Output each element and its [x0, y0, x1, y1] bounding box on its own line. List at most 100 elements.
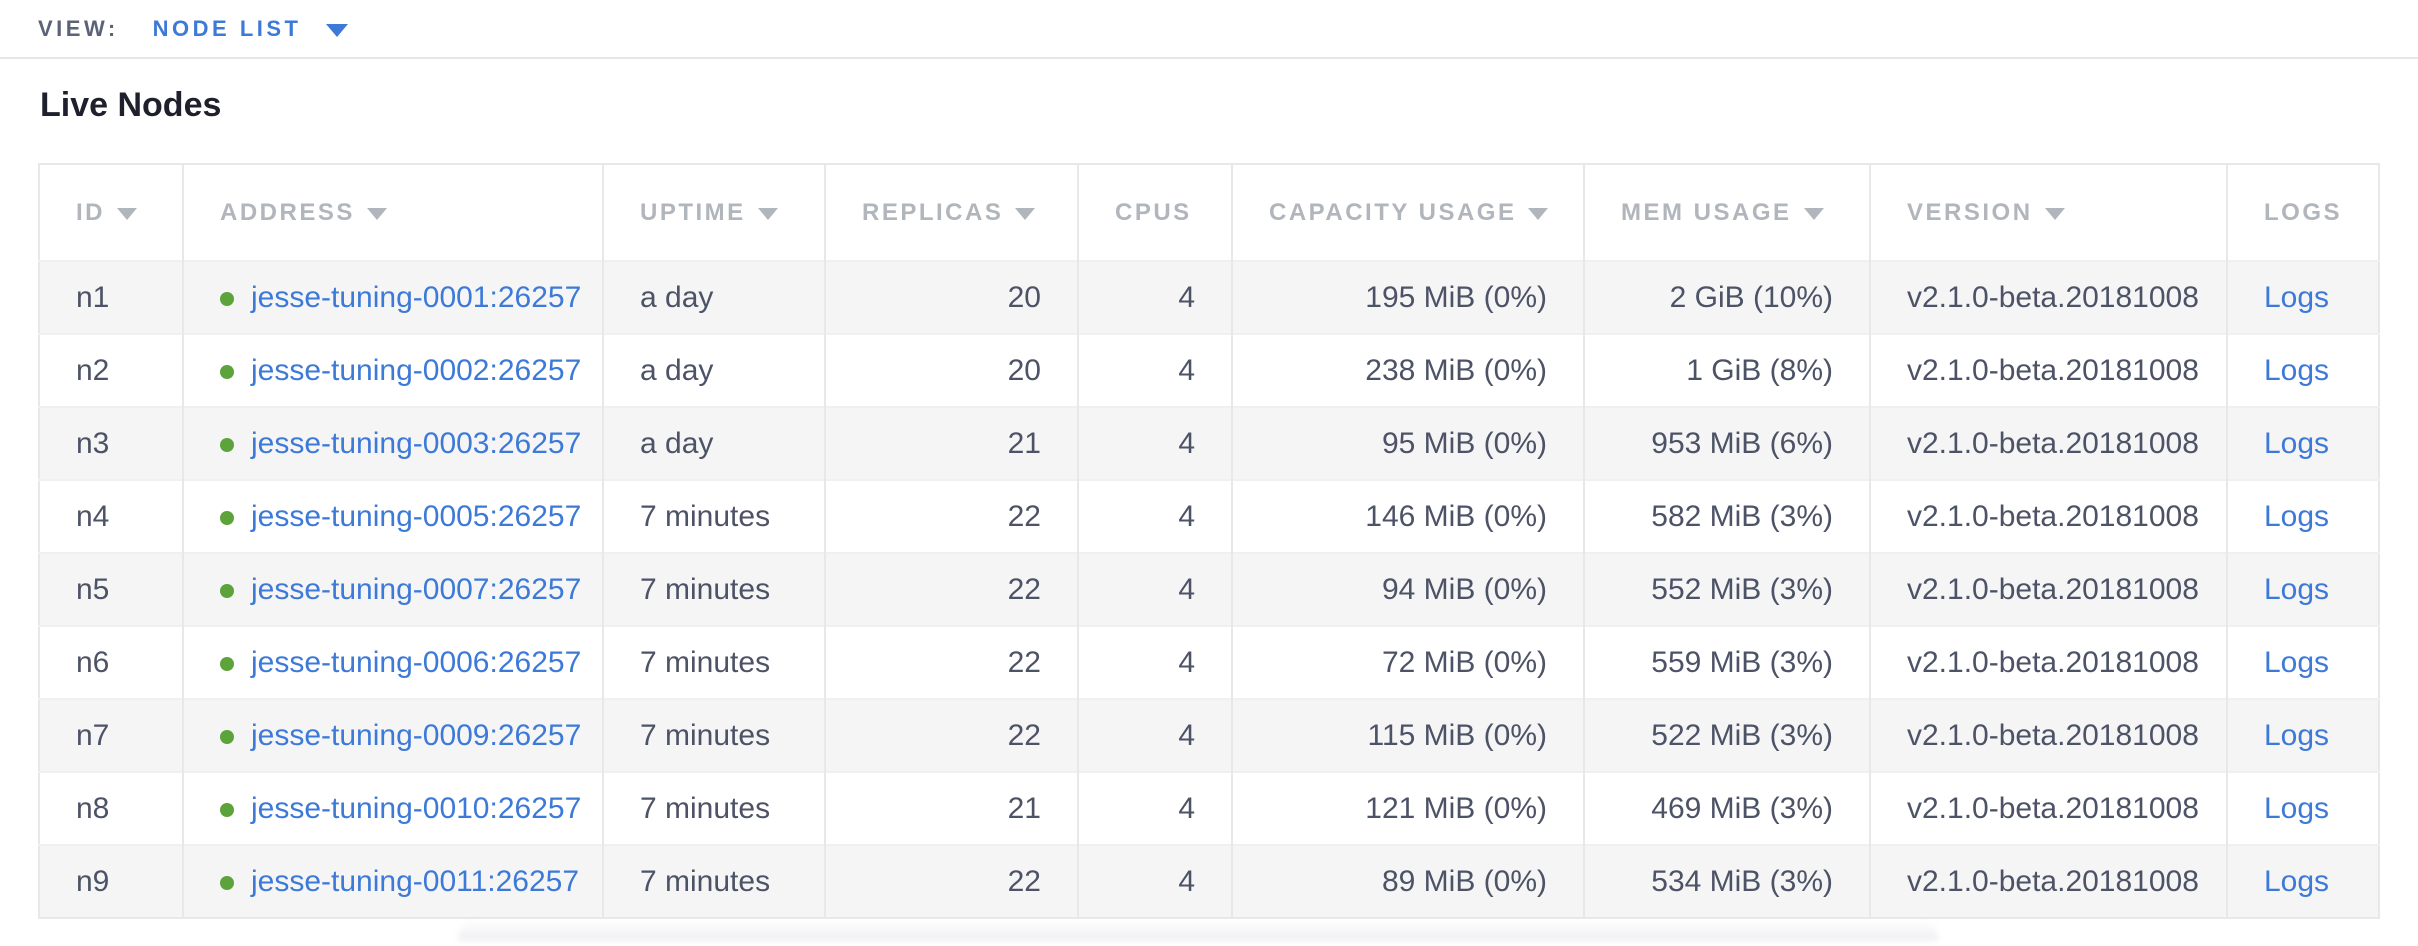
column-header-capacity[interactable]: CAPACITY USAGE [1231, 164, 1584, 261]
bottom-shadow [458, 920, 1938, 941]
cell-address: jesse-tuning-0005:26257 [182, 479, 603, 553]
cell-cpus: 4 [1077, 552, 1232, 626]
column-label: UPTIME [640, 198, 746, 226]
cell-version: v2.1.0-beta.20181008 [1869, 844, 2227, 918]
cell-replicas: 22 [824, 479, 1078, 553]
cell-logs: Logs [2226, 333, 2379, 407]
cell-capacity: 238 MiB (0%) [1231, 333, 1584, 407]
cell-uptime: a day [602, 333, 825, 407]
column-label: VERSION [1907, 198, 2033, 226]
column-label: LOGS [2264, 198, 2343, 226]
cell-id: n8 [39, 771, 183, 845]
cell-logs: Logs [2226, 844, 2379, 918]
node-status-icon [220, 802, 234, 817]
cell-version: v2.1.0-beta.20181008 [1869, 625, 2227, 699]
node-status-icon [220, 364, 234, 379]
cell-mem: 2 GiB (10%) [1583, 260, 1870, 334]
logs-link[interactable]: Logs [2264, 645, 2330, 679]
sort-descending-icon [1803, 207, 1824, 220]
logs-link[interactable]: Logs [2264, 426, 2330, 460]
cell-version: v2.1.0-beta.20181008 [1869, 698, 2227, 772]
cell-replicas: 20 [824, 333, 1078, 407]
cell-id: n3 [39, 406, 183, 480]
cell-id: n6 [39, 625, 183, 699]
cell-uptime: a day [602, 260, 825, 334]
node-address-link[interactable]: jesse-tuning-0011:26257 [251, 864, 580, 898]
column-label: ADDRESS [220, 198, 355, 226]
column-header-id[interactable]: ID [39, 164, 183, 261]
sort-descending-icon [757, 207, 778, 220]
node-address-link[interactable]: jesse-tuning-0010:26257 [251, 791, 582, 825]
column-header-cpus: CPUS [1077, 164, 1232, 261]
node-status-icon [220, 583, 234, 598]
column-header-replicas[interactable]: REPLICAS [824, 164, 1078, 261]
logs-link[interactable]: Logs [2264, 353, 2330, 387]
column-label: CPUS [1115, 198, 1192, 226]
cell-address: jesse-tuning-0002:26257 [182, 333, 603, 407]
cell-logs: Logs [2226, 771, 2379, 845]
table-row-n5: n5 jesse-tuning-0007:26257 7 minutes 22 4 94 … [39, 552, 2379, 626]
logs-link[interactable]: Logs [2264, 718, 2330, 752]
cell-address: jesse-tuning-0001:26257 [182, 260, 603, 334]
cell-uptime: 7 minutes [602, 771, 825, 845]
cell-id: n7 [39, 698, 183, 772]
sort-descending-icon [1015, 207, 1036, 220]
logs-link[interactable]: Logs [2264, 791, 2330, 825]
logs-link[interactable]: Logs [2264, 864, 2330, 898]
cell-logs: Logs [2226, 552, 2379, 626]
cell-version: v2.1.0-beta.20181008 [1869, 406, 2227, 480]
column-header-address[interactable]: ADDRESS [182, 164, 603, 261]
cell-replicas: 22 [824, 625, 1078, 699]
column-header-uptime[interactable]: UPTIME [602, 164, 825, 261]
sort-descending-icon [1528, 207, 1549, 220]
cell-logs: Logs [2226, 625, 2379, 699]
cell-capacity: 195 MiB (0%) [1231, 260, 1584, 334]
column-header-mem[interactable]: MEM USAGE [1583, 164, 1870, 261]
node-address-link[interactable]: jesse-tuning-0001:26257 [251, 280, 582, 314]
cell-capacity: 72 MiB (0%) [1231, 625, 1584, 699]
cell-id: n4 [39, 479, 183, 553]
cell-replicas: 21 [824, 771, 1078, 845]
cell-version: v2.1.0-beta.20181008 [1869, 479, 2227, 553]
logs-link[interactable]: Logs [2264, 499, 2330, 533]
cell-mem: 1 GiB (8%) [1583, 333, 1870, 407]
node-status-icon [220, 291, 234, 306]
cell-replicas: 22 [824, 552, 1078, 626]
node-address-link[interactable]: jesse-tuning-0005:26257 [251, 499, 582, 533]
cell-logs: Logs [2226, 406, 2379, 480]
column-label: CAPACITY USAGE [1269, 198, 1517, 226]
cell-mem: 552 MiB (3%) [1583, 552, 1870, 626]
cell-replicas: 21 [824, 406, 1078, 480]
view-dropdown-value: NODE LIST [152, 15, 302, 41]
view-dropdown[interactable]: NODE LIST [153, 16, 348, 42]
node-status-icon [220, 729, 234, 744]
column-label: ID [76, 198, 105, 226]
cell-address: jesse-tuning-0003:26257 [182, 406, 603, 480]
cell-address: jesse-tuning-0007:26257 [182, 552, 603, 626]
cell-capacity: 146 MiB (0%) [1231, 479, 1584, 553]
node-address-link[interactable]: jesse-tuning-0003:26257 [251, 426, 582, 460]
sort-descending-icon [366, 207, 387, 220]
node-address-link[interactable]: jesse-tuning-0009:26257 [251, 718, 582, 752]
cell-mem: 559 MiB (3%) [1583, 625, 1870, 699]
node-status-icon [220, 875, 234, 890]
sort-descending-icon [2044, 207, 2065, 220]
page-title: Live Nodes [40, 86, 222, 124]
cell-id: n2 [39, 333, 183, 407]
node-address-link[interactable]: jesse-tuning-0007:26257 [251, 572, 582, 606]
cell-cpus: 4 [1077, 260, 1232, 334]
node-status-icon [220, 437, 234, 452]
node-address-link[interactable]: jesse-tuning-0002:26257 [251, 353, 582, 387]
cell-uptime: 7 minutes [602, 552, 825, 626]
cell-address: jesse-tuning-0010:26257 [182, 771, 603, 845]
node-address-link[interactable]: jesse-tuning-0006:26257 [251, 645, 582, 679]
node-status-icon [220, 510, 234, 525]
cell-replicas: 22 [824, 844, 1078, 918]
cell-uptime: 7 minutes [602, 625, 825, 699]
cell-cpus: 4 [1077, 479, 1232, 553]
logs-link[interactable]: Logs [2264, 572, 2330, 606]
column-header-version[interactable]: VERSION [1869, 164, 2227, 261]
cell-capacity: 89 MiB (0%) [1231, 844, 1584, 918]
cell-logs: Logs [2226, 260, 2379, 334]
logs-link[interactable]: Logs [2264, 280, 2330, 314]
